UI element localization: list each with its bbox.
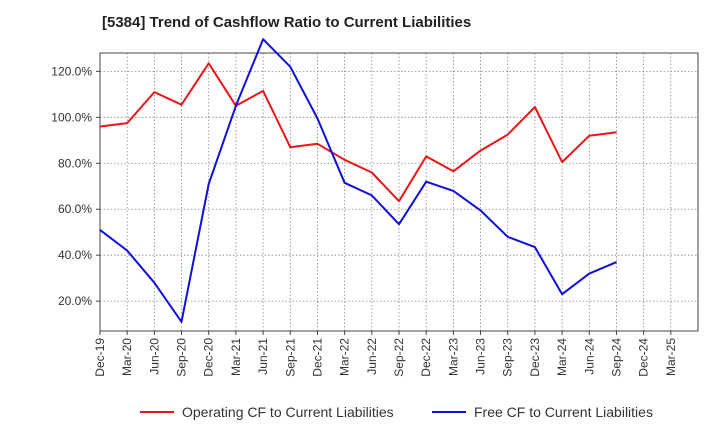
x-tick-label: Sep-24: [609, 338, 623, 377]
series-line-free-cf: [99, 38, 617, 323]
y-tick-label: 20.0%: [58, 294, 92, 308]
legend-swatch-operating-cf: [140, 411, 174, 413]
x-tick-label: Mar-20: [120, 338, 134, 376]
x-tick-label: Sep-22: [392, 338, 406, 377]
plot-frame: [99, 52, 699, 332]
x-tick-label: Mar-22: [338, 338, 352, 376]
x-tick-label: Mar-25: [664, 338, 678, 376]
y-tick-label: 40.0%: [58, 248, 92, 262]
x-tick-label: Mar-21: [229, 338, 243, 376]
x-tick-label: Sep-20: [175, 338, 189, 377]
series-line-operating-cf: [99, 62, 617, 203]
x-tick-label: Sep-21: [283, 338, 297, 377]
x-tick-label: Jun-20: [147, 338, 161, 375]
y-axis: 20.0% 40.0% 60.0% 80.0% 100.0% 120.0%: [51, 64, 100, 308]
x-tick-label: Jun-24: [582, 338, 596, 375]
x-tick-label: Mar-23: [446, 338, 460, 376]
x-tick-label: Dec-19: [93, 338, 107, 377]
x-tick-label: Mar-24: [555, 338, 569, 376]
legend-label-free-cf: Free CF to Current Liabilities: [474, 404, 653, 420]
chart-title: [5384] Trend of Cashflow Ratio to Curren…: [102, 14, 472, 31]
legend-label-operating-cf: Operating CF to Current Liabilities: [182, 404, 394, 420]
x-tick-label: Dec-23: [528, 338, 542, 377]
series-lines: [99, 38, 617, 323]
legend-swatch-free-cf: [432, 411, 466, 413]
grid-lines: [100, 53, 699, 331]
x-tick-label: Dec-20: [202, 338, 216, 377]
x-tick-label: Jun-21: [256, 338, 270, 375]
x-tick-label: Jun-22: [365, 338, 379, 375]
x-tick-label: Dec-24: [637, 338, 651, 377]
y-tick-label: 80.0%: [58, 156, 92, 170]
x-tick-label: Jun-23: [474, 338, 488, 375]
x-tick-label: Dec-22: [419, 338, 433, 377]
x-tick-label: Sep-23: [501, 338, 515, 377]
y-tick-label: 60.0%: [58, 202, 92, 216]
x-axis: Dec-19 Mar-20 Jun-20 Sep-20 Dec-20 Mar-21 Jun-…: [93, 331, 678, 377]
legend: Operating CF to Current Liabilities Free…: [0, 404, 720, 426]
legend-item-operating-cf: Operating CF to Current Liabilities: [140, 404, 394, 420]
legend-item-free-cf: Free CF to Current Liabilities: [432, 404, 653, 420]
y-tick-label: 100.0%: [51, 110, 92, 124]
y-tick-label: 120.0%: [51, 64, 92, 78]
x-tick-label: Dec-21: [310, 338, 324, 377]
